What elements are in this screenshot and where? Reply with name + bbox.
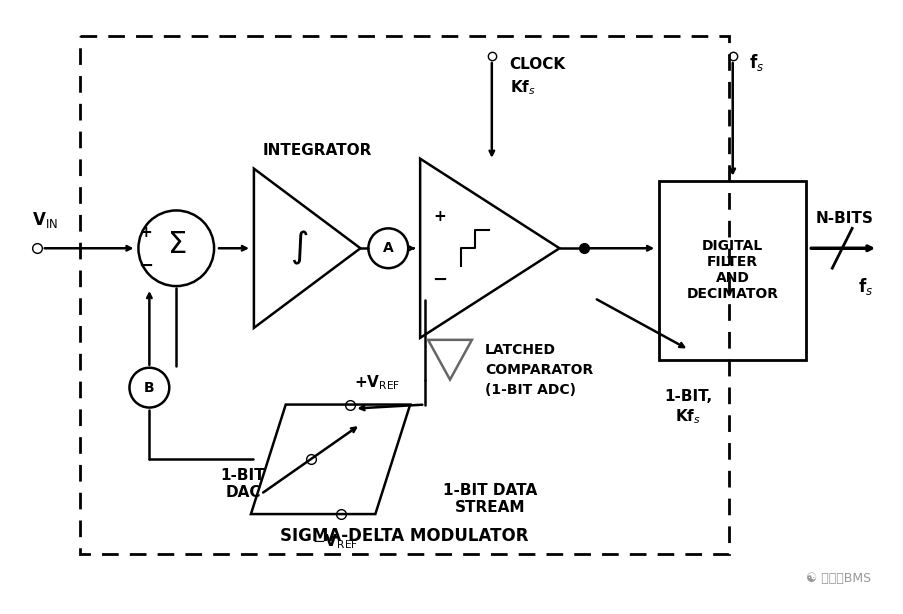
Text: COMPARATOR: COMPARATOR xyxy=(484,363,592,377)
Text: SIGMA-DELTA MODULATOR: SIGMA-DELTA MODULATOR xyxy=(280,527,528,545)
Bar xyxy=(79,36,728,554)
Text: f$_s$: f$_s$ xyxy=(748,52,763,72)
Text: Kf$_s$: Kf$_s$ xyxy=(509,79,535,98)
Text: $\int$: $\int$ xyxy=(290,229,308,267)
Text: INTEGRATOR: INTEGRATOR xyxy=(262,143,371,158)
Text: N-BITS: N-BITS xyxy=(815,211,872,226)
Text: −: − xyxy=(137,257,153,275)
Text: ☯ 新能源BMS: ☯ 新能源BMS xyxy=(805,572,870,585)
Text: +: + xyxy=(139,225,152,240)
Text: f$_s$: f$_s$ xyxy=(857,276,872,297)
Bar xyxy=(658,181,805,360)
Text: CLOCK: CLOCK xyxy=(509,56,565,72)
Text: V$_{\rm IN}$: V$_{\rm IN}$ xyxy=(32,211,58,230)
Text: LATCHED: LATCHED xyxy=(484,343,555,357)
Text: +V$_{\rm REF}$: +V$_{\rm REF}$ xyxy=(354,373,400,392)
Text: −: − xyxy=(432,271,447,289)
Text: A: A xyxy=(383,241,393,255)
Text: DIGITAL
FILTER
AND
DECIMATOR: DIGITAL FILTER AND DECIMATOR xyxy=(686,239,777,301)
Text: +: + xyxy=(433,209,446,224)
Text: 1-BIT,
Kf$_s$: 1-BIT, Kf$_s$ xyxy=(664,389,712,426)
Text: 1-BIT DATA
STREAM: 1-BIT DATA STREAM xyxy=(442,483,536,515)
Text: $\Sigma$: $\Sigma$ xyxy=(166,230,186,258)
Text: (1-BIT ADC): (1-BIT ADC) xyxy=(484,383,575,397)
Text: B: B xyxy=(144,381,154,395)
Text: $-$V$_{\rm REF}$: $-$V$_{\rm REF}$ xyxy=(312,532,358,551)
Text: 1-BIT
DAC: 1-BIT DAC xyxy=(220,468,265,500)
